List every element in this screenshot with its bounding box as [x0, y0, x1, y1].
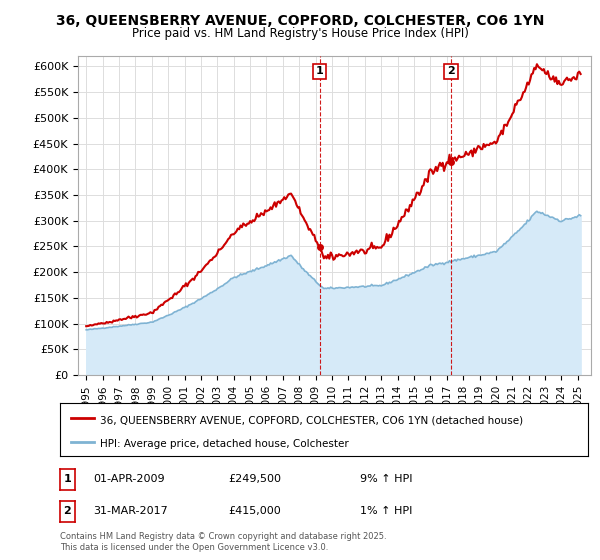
Text: £249,500: £249,500: [228, 474, 281, 484]
Text: 2: 2: [447, 67, 455, 77]
Text: 36, QUEENSBERRY AVENUE, COPFORD, COLCHESTER, CO6 1YN (detached house): 36, QUEENSBERRY AVENUE, COPFORD, COLCHES…: [100, 415, 523, 425]
Text: Price paid vs. HM Land Registry's House Price Index (HPI): Price paid vs. HM Land Registry's House …: [131, 27, 469, 40]
Text: 31-MAR-2017: 31-MAR-2017: [93, 506, 168, 516]
Text: £415,000: £415,000: [228, 506, 281, 516]
Text: 01-APR-2009: 01-APR-2009: [93, 474, 164, 484]
Text: 1: 1: [316, 67, 323, 77]
Text: Contains HM Land Registry data © Crown copyright and database right 2025.
This d: Contains HM Land Registry data © Crown c…: [60, 532, 386, 552]
Text: 2: 2: [64, 506, 71, 516]
Text: HPI: Average price, detached house, Colchester: HPI: Average price, detached house, Colc…: [100, 438, 349, 449]
Text: 1% ↑ HPI: 1% ↑ HPI: [360, 506, 412, 516]
Text: 1: 1: [64, 474, 71, 484]
Text: 9% ↑ HPI: 9% ↑ HPI: [360, 474, 413, 484]
Text: 36, QUEENSBERRY AVENUE, COPFORD, COLCHESTER, CO6 1YN: 36, QUEENSBERRY AVENUE, COPFORD, COLCHES…: [56, 14, 544, 28]
